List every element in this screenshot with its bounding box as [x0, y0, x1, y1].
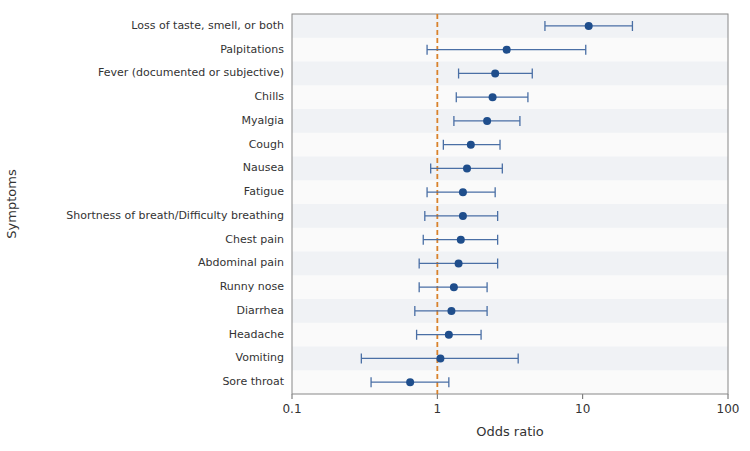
category-label: Cough	[249, 138, 284, 151]
x-tick-label: 10	[575, 402, 590, 416]
x-tick-label: 1	[434, 402, 442, 416]
point-estimate	[436, 354, 444, 362]
row-band	[292, 109, 728, 133]
row-band	[292, 299, 728, 323]
confidence-interval	[454, 116, 520, 126]
point-estimate	[489, 93, 497, 101]
point-estimate	[483, 117, 491, 125]
confidence-interval	[371, 377, 449, 387]
confidence-interval	[427, 187, 495, 197]
category-label: Fever (documented or subjective)	[98, 66, 284, 79]
point-estimate	[503, 46, 511, 54]
confidence-interval	[443, 140, 500, 150]
category-label: Shortness of breath/Difficulty breathing	[66, 209, 284, 222]
category-label: Diarrhea	[237, 304, 284, 317]
category-label: Palpitations	[220, 43, 284, 56]
confidence-interval	[361, 353, 518, 363]
reference-line	[436, 14, 438, 394]
x-tick	[292, 394, 293, 399]
confidence-interval	[427, 45, 586, 55]
category-label: Headache	[229, 328, 285, 341]
y-axis-label: Symptoms	[4, 169, 19, 239]
point-estimate	[406, 378, 414, 386]
confidence-interval	[425, 211, 498, 221]
confidence-interval	[419, 258, 497, 268]
point-estimate	[491, 69, 499, 77]
confidence-interval	[415, 306, 487, 316]
x-tick	[582, 394, 583, 399]
confidence-interval	[459, 68, 533, 78]
confidence-interval	[545, 21, 632, 31]
x-tick-label: 100	[717, 402, 740, 416]
category-label: Sore throat	[222, 375, 284, 388]
row-band	[292, 157, 728, 181]
point-estimate	[459, 212, 467, 220]
confidence-interval	[456, 92, 528, 102]
row-band	[292, 14, 728, 38]
point-estimate	[445, 331, 453, 339]
row-bands	[292, 14, 728, 370]
confidence-interval	[423, 235, 497, 245]
plot-area	[292, 14, 728, 394]
category-label: Myalgia	[241, 114, 284, 127]
category-label: Chest pain	[225, 233, 284, 246]
category-label: Loss of taste, smell, or both	[131, 19, 284, 32]
x-tick	[728, 394, 729, 399]
category-label: Chills	[254, 90, 284, 103]
confidence-interval	[431, 163, 503, 173]
point-estimate	[463, 164, 471, 172]
plot-frame	[292, 14, 728, 394]
marks	[361, 14, 632, 394]
x-tick-label: 0.1	[282, 402, 301, 416]
category-label: Vomiting	[236, 351, 285, 364]
point-estimate	[447, 307, 455, 315]
x-tick	[437, 394, 438, 399]
point-estimate	[450, 283, 458, 291]
point-estimate	[585, 22, 593, 30]
confidence-interval	[417, 330, 481, 340]
confidence-interval	[419, 282, 487, 292]
row-band	[292, 62, 728, 86]
category-label: Abdominal pain	[198, 256, 284, 269]
category-label: Fatigue	[244, 185, 284, 198]
y-axis: Loss of taste, smell, or both Palpitation…	[66, 19, 284, 388]
row-band	[292, 347, 728, 371]
x-axis-label: Odds ratio	[476, 424, 544, 439]
x-axis: 0.1 1 10 100	[282, 394, 739, 416]
point-estimate	[457, 236, 465, 244]
point-estimate	[459, 188, 467, 196]
row-band	[292, 204, 728, 228]
point-estimate	[467, 141, 475, 149]
chart: 0.1 1 10 100 Loss of taste, smell, or both Pa…	[0, 0, 750, 451]
row-band	[292, 252, 728, 276]
category-label: Runny nose	[220, 280, 285, 293]
point-estimate	[455, 259, 463, 267]
category-label: Nausea	[243, 161, 284, 174]
